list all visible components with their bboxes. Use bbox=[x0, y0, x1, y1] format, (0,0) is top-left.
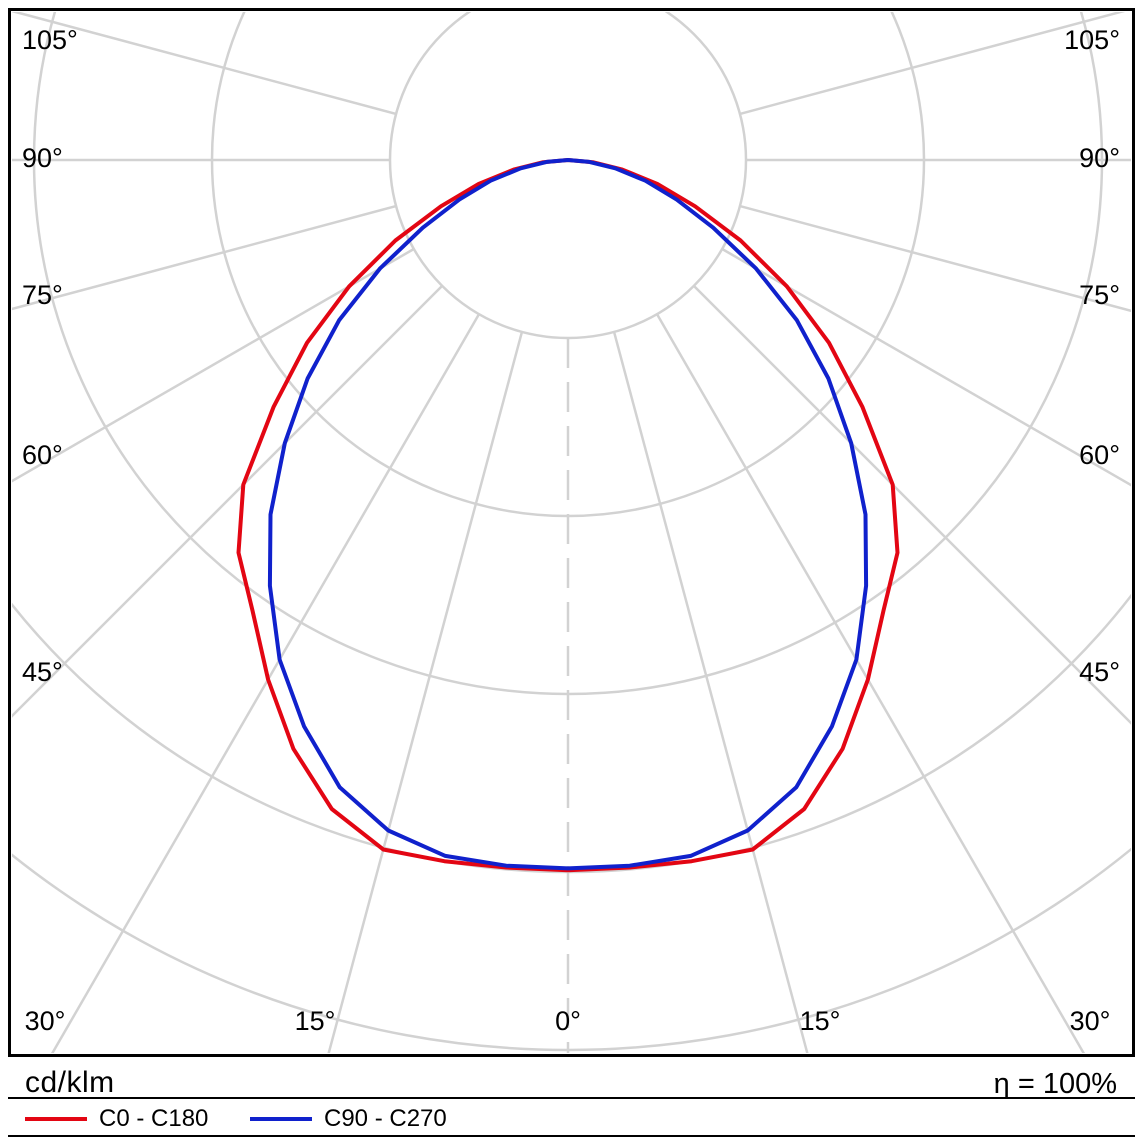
plot-border bbox=[8, 8, 1135, 1057]
polar-grid-ray bbox=[612, 331, 809, 1053]
angle-label: 105° bbox=[1064, 25, 1120, 55]
angle-label: 90° bbox=[1079, 143, 1120, 173]
curve-c90-c270 bbox=[267, 158, 869, 871]
polar-chart-svg: 105° 105° 90° 90° 75° 75° 60° 60° 45° 45° 30° 15° 0°… bbox=[8, 8, 1135, 1057]
divider-line-bottom bbox=[8, 1135, 1135, 1137]
polar-grid-ray bbox=[327, 331, 524, 1053]
angle-label: 45° bbox=[1079, 657, 1120, 687]
angle-label: 15° bbox=[800, 1006, 841, 1036]
legend-label-c0-c180: C0 - C180 bbox=[99, 1105, 209, 1132]
polar-grid-ray bbox=[12, 247, 415, 483]
angle-label: 90° bbox=[22, 143, 63, 173]
polar-grid-ray bbox=[12, 12, 397, 116]
units-label: cd/klm bbox=[25, 1066, 115, 1099]
polar-grid-ring bbox=[12, 847, 1131, 1051]
angle-label: 45° bbox=[22, 657, 63, 687]
angle-label: 15° bbox=[295, 1006, 336, 1036]
angle-label: 0° bbox=[555, 1006, 581, 1036]
angle-label: 60° bbox=[22, 440, 63, 470]
polar-diagram: 105° 105° 90° 90° 75° 75° 60° 60° 45° 45° 30° 15° 0°… bbox=[8, 8, 1135, 1057]
polar-grid-ray bbox=[655, 313, 1086, 1053]
efficiency-label: η = 100% bbox=[993, 1068, 1117, 1100]
angle-label: 30° bbox=[25, 1006, 66, 1036]
legend-swatch-c0-c180 bbox=[25, 1117, 87, 1121]
polar-grid-ray bbox=[50, 313, 481, 1053]
polar-grid-ray bbox=[739, 12, 1126, 116]
polar-grid-ring bbox=[12, 593, 1131, 874]
angle-label: 105° bbox=[22, 25, 78, 55]
legend-swatch-c90-c270 bbox=[250, 1117, 312, 1121]
polar-grid-ray bbox=[739, 204, 1131, 313]
polar-grid-ray bbox=[12, 204, 397, 311]
angle-label: 60° bbox=[1079, 440, 1120, 470]
angle-label: 75° bbox=[22, 280, 63, 310]
divider-line-top bbox=[8, 1097, 1135, 1099]
polar-grid-ring bbox=[388, 12, 748, 340]
angle-label: 30° bbox=[1070, 1006, 1111, 1036]
legend-label-c90-c270: C90 - C270 bbox=[324, 1105, 447, 1132]
polar-grid-ray bbox=[692, 284, 1131, 725]
angle-label: 75° bbox=[1079, 280, 1120, 310]
polar-grid-ray bbox=[721, 247, 1131, 487]
